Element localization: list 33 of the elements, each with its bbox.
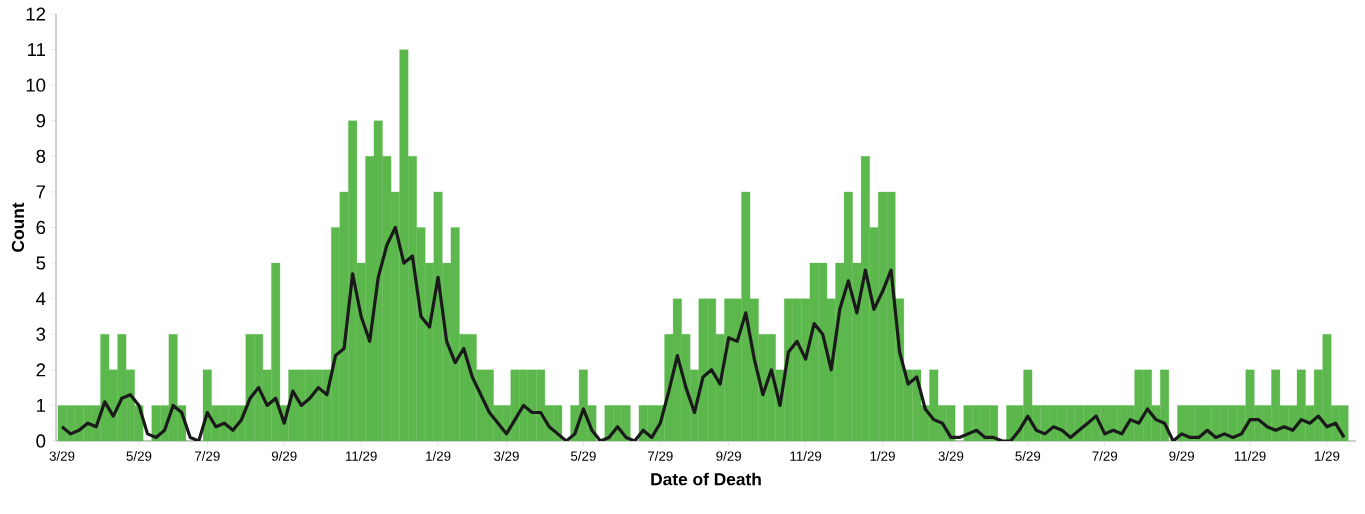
x-tick-label: 11/29: [345, 451, 377, 461]
x-tick-label: 7/29: [1092, 451, 1118, 461]
y-tick-label: 9: [36, 114, 46, 128]
y-tick-label: 7: [36, 185, 46, 199]
y-tick-label: 4: [36, 292, 46, 306]
x-tick-label: 1/29: [426, 451, 451, 461]
y-tick-label: 6: [36, 220, 46, 235]
x-tick-label: 7/29: [195, 451, 220, 461]
y-tick-label: 3: [36, 327, 46, 341]
x-tick-label: 3/29: [493, 451, 519, 461]
x-tick-label: 1/29: [870, 451, 895, 461]
x-tick-label: 3/29: [49, 451, 75, 461]
x-tick-label: 11/29: [790, 451, 822, 461]
x-tick-label: 3/29: [938, 451, 964, 461]
y-tick-label: 10: [26, 78, 46, 92]
y-tick-label: 2: [36, 363, 46, 377]
x-tick-label: 5/29: [126, 451, 152, 461]
y-tick-label: 8: [36, 149, 46, 163]
x-axis-title: Date of Death: [651, 472, 761, 486]
y-axis-title: Count: [11, 202, 25, 252]
x-tick-label: 1/29: [1315, 451, 1340, 461]
x-tick-label: 7/29: [648, 451, 673, 461]
x-tick-label: 11/29: [1234, 451, 1266, 461]
x-tick-label: 9/29: [716, 451, 742, 461]
y-tick-label: 0: [36, 434, 46, 448]
y-tick-label: 5: [36, 256, 46, 270]
y-tick-label: 11: [28, 43, 46, 56]
x-tick-label: 5/29: [1015, 451, 1041, 461]
y-tick-label: 12: [26, 7, 46, 21]
x-tick-label: 5/29: [570, 451, 596, 461]
y-tick-label: 1: [37, 398, 46, 412]
x-tick-label: 9/29: [1169, 451, 1195, 461]
x-tick-label: 9/29: [271, 451, 297, 461]
